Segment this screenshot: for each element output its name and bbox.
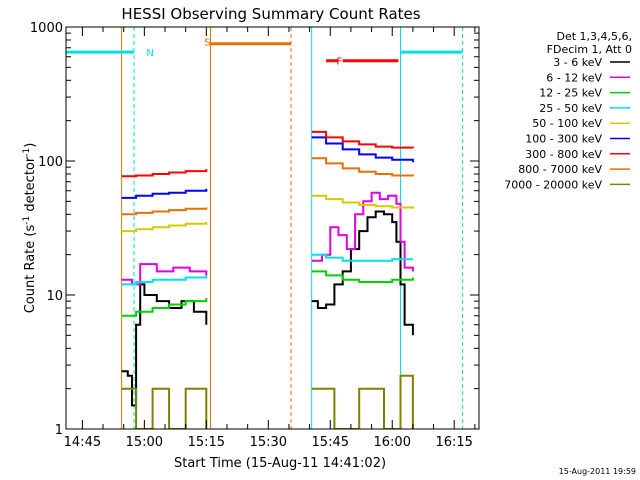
legend-entries: 3 - 6 keV 6 - 12 keV 12 - 25 keV 25 - 50 ke…	[504, 56, 630, 191]
series-line-12-25-kev	[121, 270, 414, 317]
y-axis-ticks: 1 10 100 1000	[30, 21, 479, 438]
y-tick-label: 10	[46, 289, 63, 304]
flag-label-f: F	[336, 57, 342, 68]
flag-labels: N S F	[146, 37, 342, 67]
x-tick-label: 16:00	[374, 435, 411, 450]
plot-frame	[65, 26, 480, 430]
legend-label-100-300-kev: 100 - 300 keV	[525, 133, 602, 146]
legend-label-300-800-kev: 300 - 800 keV	[525, 148, 602, 161]
series-line-50-100-kev	[121, 194, 414, 233]
legend-label-25-50-kev: 25 - 50 keV	[539, 102, 602, 115]
series-line-7000-20000-kev	[121, 374, 414, 429]
x-axis-label: Start Time (15-Aug-11 14:41:02)	[174, 456, 386, 471]
flag-bars	[66, 42, 463, 63]
flag-label-n: N	[146, 48, 153, 59]
chart-title: HESSI Observing Summary Count Rates	[121, 5, 420, 23]
series-line-300-800-kev	[121, 130, 414, 178]
x-tick-label: 15:15	[188, 435, 225, 450]
y-axis-label-mid: detector	[23, 156, 38, 216]
x-tick-label: 15:00	[126, 435, 163, 450]
series-lines	[121, 130, 414, 429]
x-tick-label: 15:45	[312, 435, 349, 450]
series-line-800-7000-kev	[121, 157, 414, 216]
series-line-25-50-kev	[121, 253, 413, 286]
y-tick-label: 1	[55, 423, 63, 438]
x-tick-label: 16:15	[435, 435, 472, 450]
x-tick-label: 15:30	[250, 435, 287, 450]
legend-label-6-12-kev: 6 - 12 keV	[546, 71, 602, 84]
legend-header-line2: FDecim 1, Att 0	[547, 43, 632, 56]
legend-label-3-6-kev: 3 - 6 keV	[553, 56, 602, 69]
legend-header-line1: Det 1,3,4,5,6,	[556, 30, 632, 43]
y-axis-label-end: )	[23, 143, 38, 148]
y-tick-label: 1000	[30, 21, 63, 36]
legend-label-12-25-kev: 12 - 25 keV	[539, 87, 602, 100]
y-axis-label-sup1: -1	[22, 216, 32, 225]
legend-label-50-100-kev: 50 - 100 keV	[532, 117, 602, 130]
x-tick-label: 14:45	[64, 435, 101, 450]
legend-label-800-7000-kev: 800 - 7000 keV	[518, 163, 602, 176]
legend-label-7000-20000-kev: 7000 - 20000 keV	[504, 178, 602, 191]
flag-label-s: S	[204, 37, 210, 48]
legend: Det 1,3,4,5,6, FDecim 1, Att 0 3 - 6 keV…	[504, 30, 632, 191]
series-line-100-300-kev	[121, 136, 414, 199]
data-clip-group	[66, 27, 463, 429]
y-axis-label: Count Rate (s-1 detector-1)	[22, 143, 38, 314]
y-axis-label-main: Count Rate (s	[23, 225, 38, 314]
y-tick-label: 100	[38, 155, 63, 170]
generation-timestamp: 15-Aug-2011 19:59	[559, 467, 636, 476]
x-axis-ticks: 14:45 15:00 15:15 15:30 15:45 16:00 16:15	[64, 27, 476, 450]
y-axis-label-sup2: -1	[22, 148, 32, 157]
